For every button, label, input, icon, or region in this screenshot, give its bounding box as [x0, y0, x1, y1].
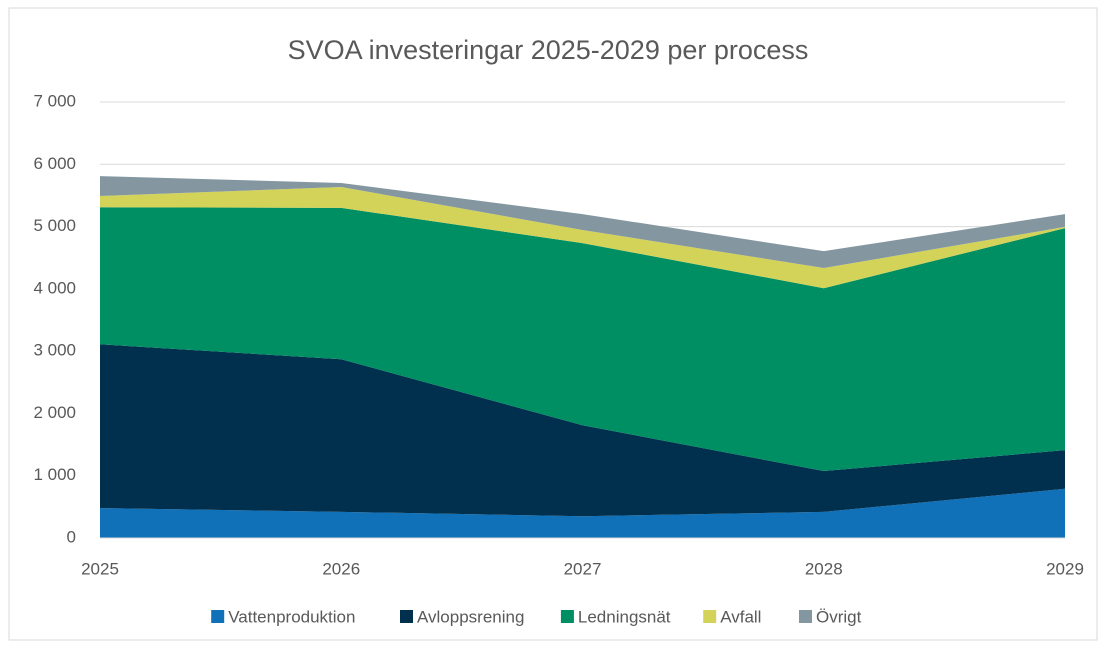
legend-label: Övrigt	[816, 607, 862, 626]
x-tick-label: 2027	[564, 559, 602, 578]
legend-swatch	[211, 610, 225, 623]
y-tick-label: 5 000	[33, 216, 76, 235]
y-tick-label: 0	[67, 527, 76, 546]
x-tick-label: 2025	[81, 559, 119, 578]
legend-swatch	[703, 610, 717, 623]
legend-swatch	[560, 610, 574, 623]
chart-title: SVOA investeringar 2025-2029 per process	[288, 35, 809, 65]
legend-label: Vattenproduktion	[228, 607, 355, 626]
y-tick-label: 6 000	[33, 154, 76, 173]
y-tick-label: 2 000	[33, 403, 76, 422]
y-tick-label: 1 000	[33, 465, 76, 484]
x-tick-label: 2026	[322, 559, 360, 578]
legend-label: Avfall	[720, 607, 761, 626]
legend-label: Ledningsnät	[578, 607, 671, 626]
x-tick-label: 2028	[805, 559, 843, 578]
area	[100, 176, 1065, 268]
y-tick-label: 7 000	[33, 91, 76, 110]
area	[100, 344, 1065, 517]
x-tick-label: 2029	[1046, 559, 1084, 578]
y-tick-label: 3 000	[33, 341, 76, 360]
legend-label: Avloppsrening	[417, 607, 524, 626]
legend-swatch	[799, 610, 812, 623]
area	[100, 187, 1065, 289]
y-tick-label: 4 000	[33, 278, 76, 297]
legend-swatch	[400, 610, 413, 623]
area	[100, 488, 1065, 538]
area	[100, 207, 1065, 472]
